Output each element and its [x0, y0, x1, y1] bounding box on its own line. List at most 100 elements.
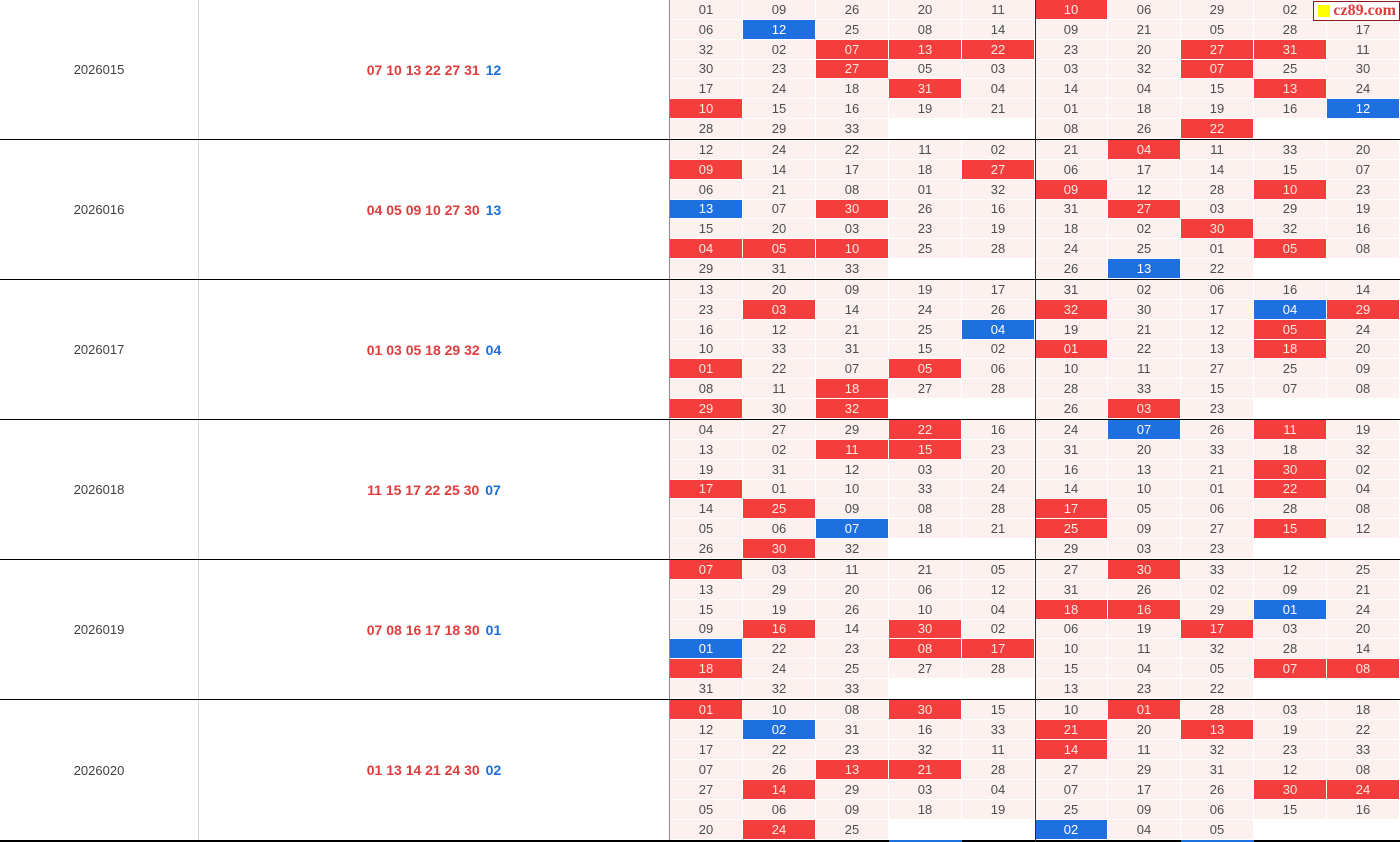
number-cell: 31 — [743, 459, 816, 480]
number-cell: 02 — [962, 339, 1035, 360]
number-cell: 25 — [816, 19, 889, 40]
number-cell: 11 — [816, 560, 889, 580]
winning-blue-ball: 13 — [485, 201, 502, 218]
number-cell: 02 — [743, 439, 816, 460]
number-cell: 04 — [1108, 659, 1181, 680]
number-cell: 25 — [889, 239, 962, 260]
number-cell: 11 — [1108, 740, 1181, 760]
period-number: 2026018 — [0, 420, 199, 559]
hit-red-number-cell: 30 — [1108, 560, 1181, 580]
hit-blue-number-cell: 07 — [1108, 420, 1181, 440]
number-cell: 08 — [1327, 499, 1400, 520]
number-cell: 27 — [1035, 760, 1108, 780]
number-cell: 14 — [1035, 479, 1108, 500]
winning-numbers: 01 03 05 18 29 32 04 — [199, 280, 670, 419]
hit-red-number-cell: 18 — [1254, 339, 1327, 360]
hit-red-number-cell: 29 — [1327, 299, 1400, 320]
hit-red-number-cell: 05 — [743, 239, 816, 260]
number-cell: 28 — [962, 760, 1035, 780]
number-cell: 12 — [1254, 760, 1327, 780]
empty-cell — [889, 119, 962, 139]
hit-red-number-cell: 27 — [1108, 199, 1181, 220]
number-cell: 10 — [743, 700, 816, 720]
hit-red-number-cell: 15 — [1254, 519, 1327, 540]
number-cell: 07 — [1254, 379, 1327, 400]
winning-red-balls: 11 15 17 22 25 30 — [367, 481, 480, 498]
number-cell: 27 — [1181, 519, 1254, 540]
number-cell: 23 — [1035, 39, 1108, 60]
number-cell: 12 — [670, 140, 743, 160]
hit-red-number-cell: 18 — [670, 659, 743, 680]
hit-blue-number-cell: 07 — [816, 519, 889, 540]
draw-row: 2026016 04 05 09 10 27 30 13 12 24 22 11 02 21 04… — [0, 140, 1400, 280]
hit-red-number-cell: 24 — [1327, 780, 1400, 800]
number-cell: 19 — [1181, 99, 1254, 120]
number-cell: 31 — [816, 720, 889, 740]
number-cell: 06 — [1181, 280, 1254, 300]
number-cell: 19 — [743, 599, 816, 620]
number-cell: 33 — [816, 119, 889, 139]
number-cell: 25 — [816, 659, 889, 680]
number-cell: 06 — [670, 179, 743, 200]
number-cell: 24 — [1035, 239, 1108, 260]
number-cell: 19 — [1035, 319, 1108, 340]
number-cell: 33 — [1327, 740, 1400, 760]
number-cell: 16 — [1035, 459, 1108, 480]
number-cell: 19 — [962, 219, 1035, 240]
number-cell: 29 — [743, 579, 816, 600]
number-cell: 09 — [1108, 519, 1181, 540]
empty-cell — [1327, 119, 1400, 139]
hit-red-number-cell: 11 — [1254, 420, 1327, 440]
hit-red-number-cell: 22 — [889, 420, 962, 440]
hit-red-number-cell: 29 — [670, 399, 743, 419]
winning-blue-ball: 04 — [485, 341, 502, 358]
number-cell: 16 — [962, 420, 1035, 440]
hit-blue-number-cell: 12 — [743, 19, 816, 40]
number-cell: 08 — [816, 179, 889, 200]
number-cell: 28 — [1181, 179, 1254, 200]
number-cell: 15 — [962, 700, 1035, 720]
number-cell: 27 — [1035, 560, 1108, 580]
hit-red-number-cell: 27 — [816, 59, 889, 80]
number-cell: 32 — [743, 679, 816, 699]
hit-red-number-cell: 18 — [1035, 599, 1108, 620]
number-cell: 08 — [1327, 379, 1400, 400]
number-cell: 15 — [1254, 800, 1327, 820]
watermark-text: cz89.com — [1333, 2, 1396, 19]
hit-red-number-cell: 25 — [1035, 519, 1108, 540]
number-cell: 02 — [1108, 280, 1181, 300]
number-cell: 17 — [1108, 780, 1181, 800]
number-cell: 23 — [1254, 740, 1327, 760]
number-cell: 22 — [816, 140, 889, 160]
site-watermark-link[interactable]: cz89.com — [1313, 1, 1400, 21]
number-cell: 33 — [816, 259, 889, 279]
winning-blue-ball: 12 — [485, 61, 502, 78]
hit-red-number-cell: 03 — [1108, 399, 1181, 419]
number-cell: 13 — [1108, 459, 1181, 480]
number-cell: 30 — [670, 59, 743, 80]
number-cell: 13 — [670, 439, 743, 460]
number-cell: 31 — [1035, 199, 1108, 220]
number-cell: 24 — [743, 659, 816, 680]
number-cell: 04 — [962, 780, 1035, 800]
number-cell: 15 — [743, 99, 816, 120]
number-cell: 05 — [1108, 499, 1181, 520]
number-cell: 09 — [670, 619, 743, 640]
number-cell: 32 — [1254, 219, 1327, 240]
number-cell: 06 — [1035, 159, 1108, 180]
hit-red-number-cell: 22 — [1181, 119, 1254, 139]
number-cell: 16 — [1254, 99, 1327, 120]
number-cell: 28 — [962, 379, 1035, 400]
hit-red-number-cell: 14 — [1035, 740, 1108, 760]
number-cell: 28 — [1254, 19, 1327, 40]
hit-blue-number-cell: 13 — [1108, 259, 1181, 279]
number-cell: 12 — [962, 579, 1035, 600]
number-cell: 02 — [1327, 459, 1400, 480]
number-cell: 12 — [1108, 179, 1181, 200]
hit-red-number-cell: 27 — [1181, 39, 1254, 60]
number-cell: 24 — [1327, 599, 1400, 620]
number-cell: 24 — [1035, 420, 1108, 440]
number-cell: 04 — [1108, 79, 1181, 100]
number-cell: 23 — [816, 639, 889, 660]
number-cell: 17 — [816, 159, 889, 180]
